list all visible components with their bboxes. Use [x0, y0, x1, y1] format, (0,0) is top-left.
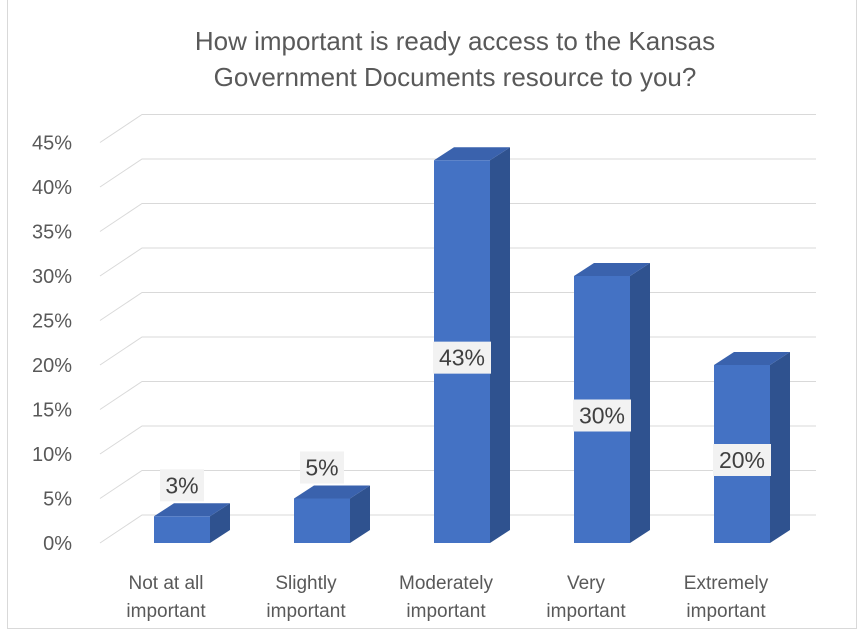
data-label: 20% — [713, 444, 771, 476]
svg-text:3%: 3% — [165, 472, 198, 498]
data-label: 5% — [300, 451, 344, 484]
x-category-label: Moderately — [399, 573, 493, 594]
x-category-label: Very — [567, 573, 606, 594]
gridline — [99, 247, 816, 277]
chart-title: How important is ready access to the Kan… — [195, 26, 715, 92]
x-axis-categories: Not at all important Slightly important Mode… — [126, 573, 768, 622]
data-labels: 3% 5% 43% 30% 20% — [160, 341, 771, 502]
x-category-label: important — [406, 601, 486, 622]
x-category-label: important — [266, 601, 346, 622]
data-label: 30% — [573, 399, 631, 432]
y-tick-label: 35% — [32, 222, 72, 244]
bar — [294, 485, 370, 543]
gridlines — [99, 114, 816, 544]
data-label: 3% — [160, 469, 204, 502]
bar — [154, 503, 230, 543]
gridline — [99, 203, 816, 232]
y-tick-label: 15% — [32, 400, 72, 422]
x-category-label: Slightly — [275, 573, 337, 594]
svg-text:30%: 30% — [579, 403, 625, 429]
x-category-label: important — [546, 601, 626, 622]
chart-title-line-2: Government Documents resource to you? — [214, 62, 697, 92]
y-tick-label: 40% — [32, 177, 72, 199]
y-tick-label: 10% — [32, 444, 72, 466]
x-category-label: Not at all — [129, 573, 204, 594]
svg-text:20%: 20% — [719, 447, 765, 473]
x-category-label: important — [126, 601, 206, 622]
gridline — [99, 114, 816, 143]
y-tick-label: 20% — [32, 355, 72, 377]
chart-title-line-1: How important is ready access to the Kan… — [195, 26, 715, 56]
y-tick-label: 0% — [43, 533, 72, 555]
y-tick-label: 30% — [32, 266, 72, 288]
svg-text:43%: 43% — [439, 345, 485, 371]
svg-text:5%: 5% — [305, 455, 338, 481]
x-category-label: Extremely — [684, 573, 769, 594]
y-axis-ticks: 0% 5% 10% 15% 20% 25% 30% 35% 40% 45% — [32, 133, 72, 556]
x-category-label: important — [686, 601, 766, 622]
y-tick-label: 5% — [43, 489, 72, 511]
data-label: 43% — [433, 341, 491, 374]
y-tick-label: 25% — [32, 311, 72, 333]
y-tick-label: 45% — [32, 133, 72, 155]
gridline — [99, 158, 816, 188]
